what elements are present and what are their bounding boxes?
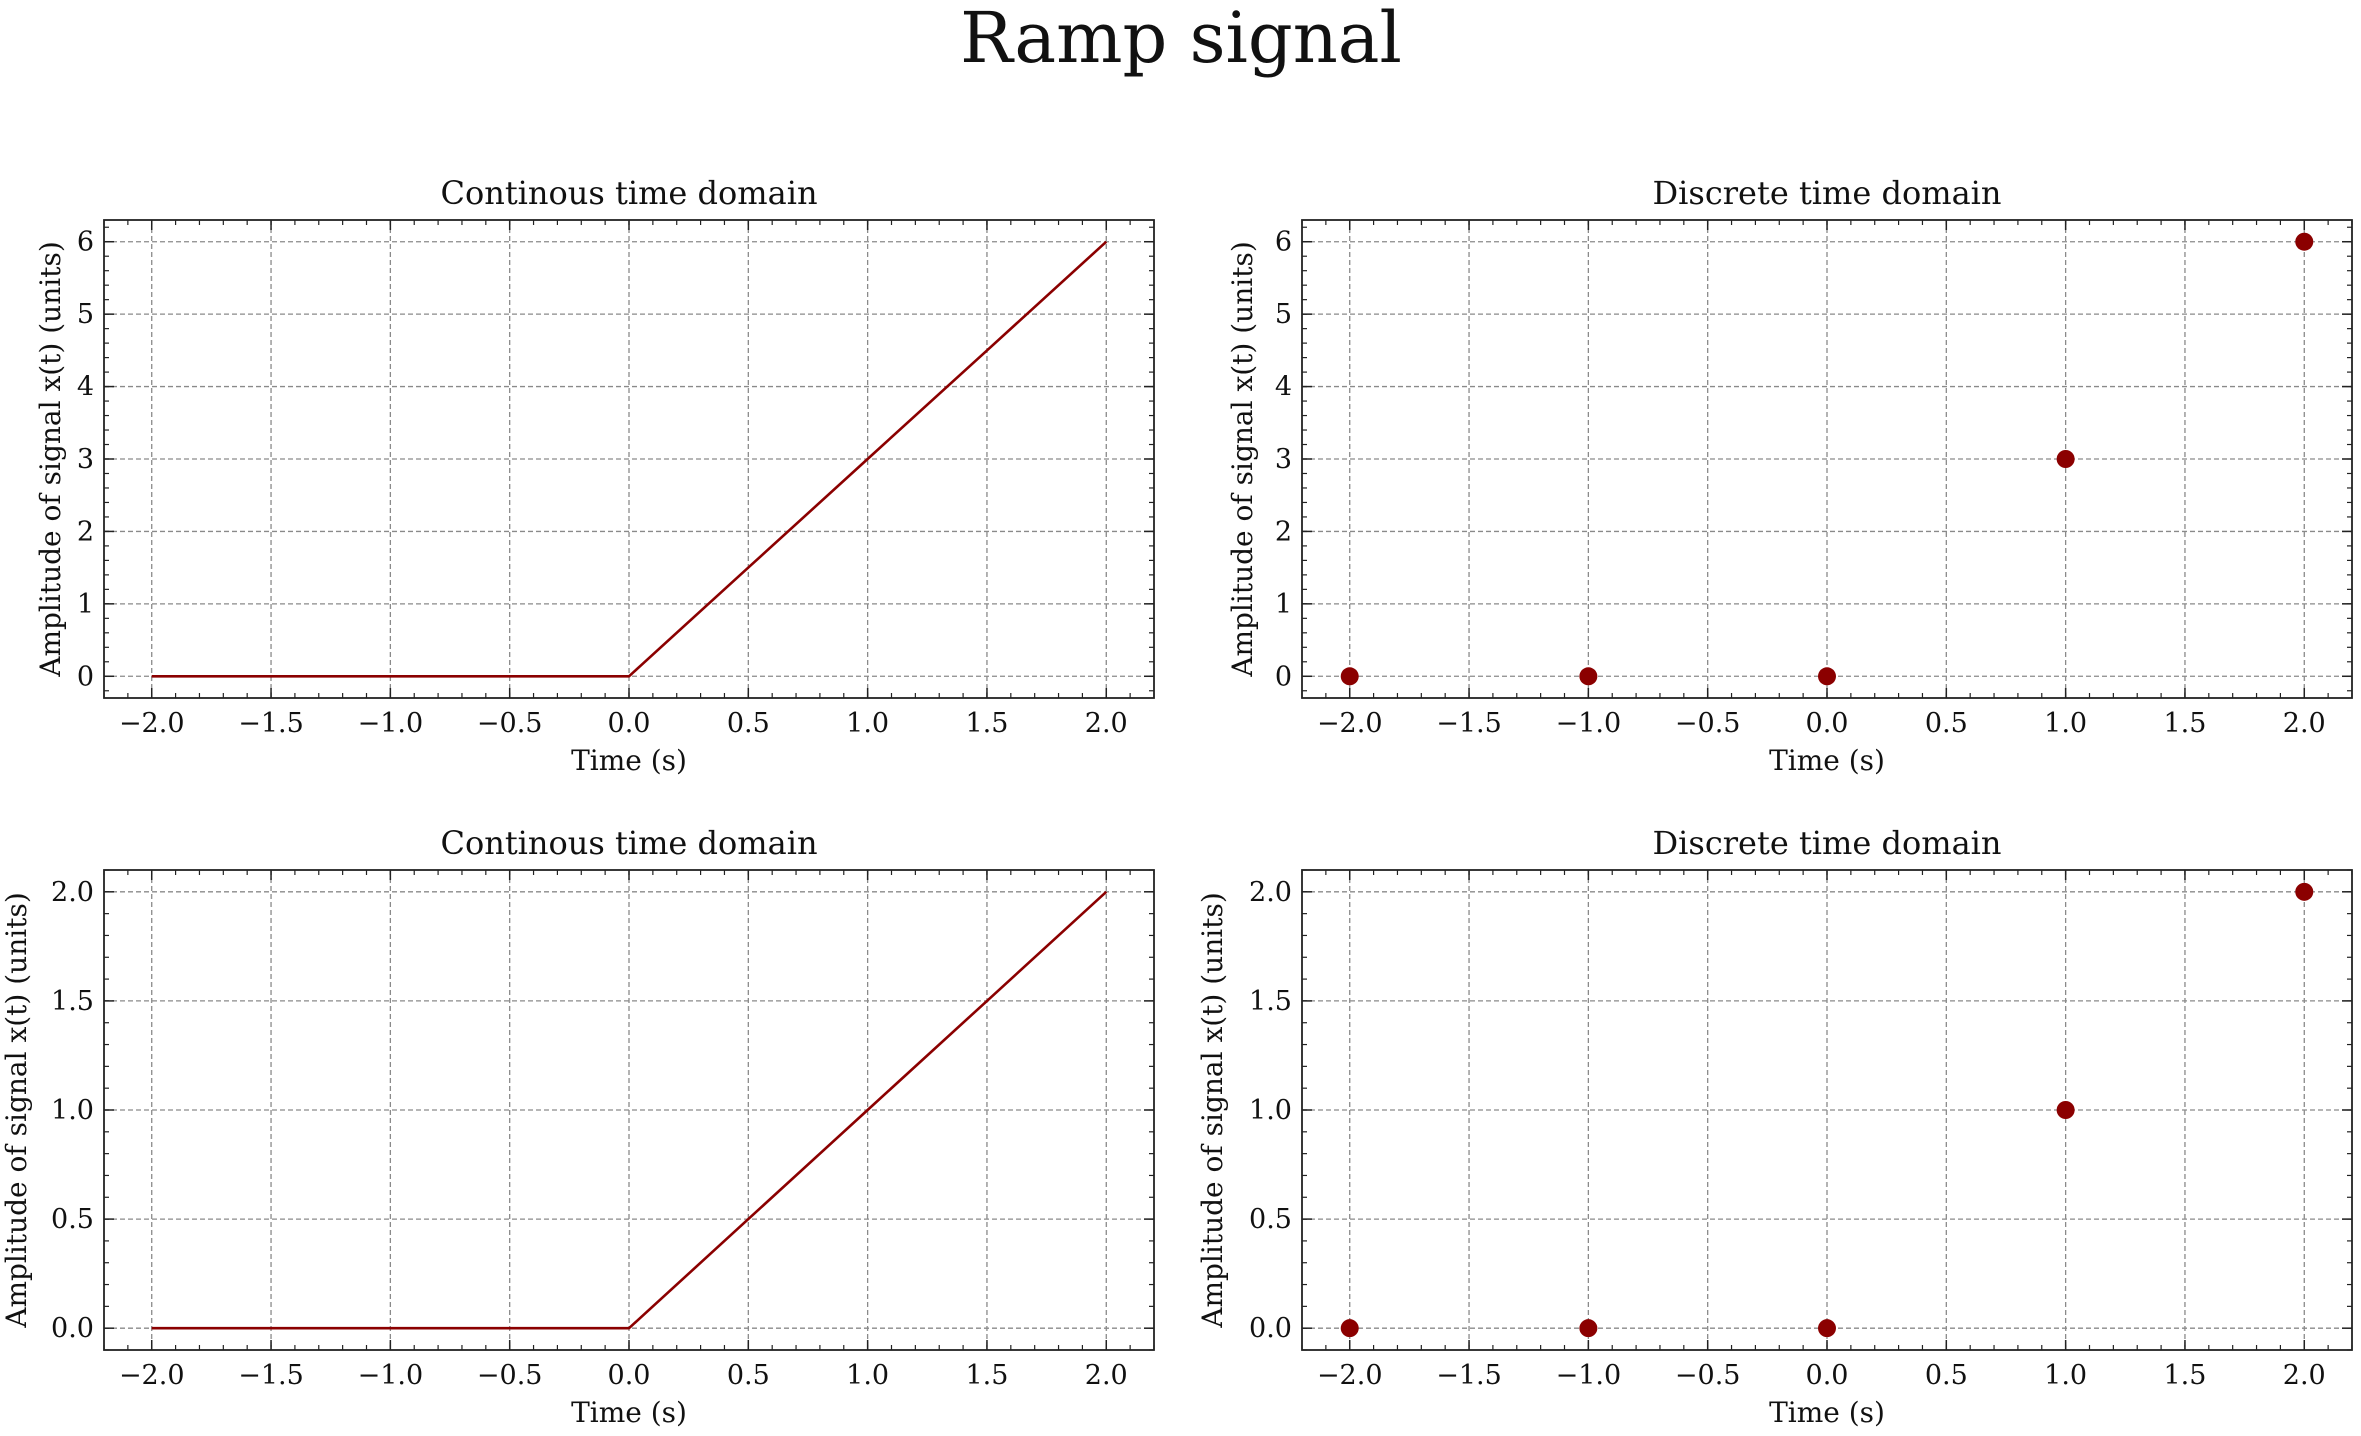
y-axis-label: Amplitude of signal x(t) (units) xyxy=(34,241,67,678)
x-axis-label: Time (s) xyxy=(1769,1396,1885,1429)
x-tick-label: −1.5 xyxy=(238,708,304,739)
x-tick-label: 1.0 xyxy=(846,708,889,739)
x-tick-label: −1.5 xyxy=(1436,708,1502,739)
y-tick-label: 4 xyxy=(1275,372,1292,403)
x-tick-label: 1.0 xyxy=(2044,708,2087,739)
subplot-3: −2.0 −1.5 −1.0 −0.5 0.0 0.5 1.0 1.5 2.0 0.0 0.5 1.0… xyxy=(0,824,1155,1429)
y-tick-label: 1.0 xyxy=(51,1095,94,1126)
y-tick-label: 6 xyxy=(1275,227,1292,258)
data-point xyxy=(2295,882,2314,901)
x-tick-label: −0.5 xyxy=(1675,708,1741,739)
x-tick-label: 1.5 xyxy=(2163,708,2206,739)
y-tick-label: 0.5 xyxy=(51,1204,94,1235)
x-tick-label: 2.0 xyxy=(1085,708,1128,739)
y-tick-label: 1 xyxy=(1275,589,1292,620)
y-tick-label: 0.0 xyxy=(51,1313,94,1344)
y-tick-label: 5 xyxy=(77,299,94,330)
x-tick-label: 0.0 xyxy=(1806,1360,1849,1391)
y-tick-label: 3 xyxy=(77,444,94,475)
x-tick-label: −2.0 xyxy=(1317,708,1383,739)
data-point xyxy=(2056,1101,2075,1119)
x-axis-label: Time (s) xyxy=(1769,744,1885,777)
data-point xyxy=(1818,1319,1836,1338)
y-axis-label: Amplitude of signal x(t) (units) xyxy=(1196,892,1229,1329)
x-tick-label: 1.5 xyxy=(965,1360,1008,1391)
axes-frame xyxy=(1301,869,2353,1351)
x-tick-label: −0.5 xyxy=(477,1360,543,1391)
subplot-1: −2.0 −1.5 −1.0 −0.5 0.0 0.5 1.0 1.5 2.0 0 1 2 3 4 5 6 Co… xyxy=(34,174,1155,777)
data-point xyxy=(1340,1319,1359,1338)
y-axis-label: Amplitude of signal x(t) (units) xyxy=(0,892,33,1329)
y-tick-label: 4 xyxy=(77,372,94,403)
data-point xyxy=(2056,450,2075,468)
y-tick-label: 0.0 xyxy=(1249,1313,1292,1344)
y-tick-label: 0 xyxy=(77,661,94,692)
x-tick-label: 0.0 xyxy=(608,708,651,739)
y-tick-label: 0 xyxy=(1275,661,1292,692)
y-tick-label: 1.5 xyxy=(1249,986,1292,1017)
y-tick-label: 1.0 xyxy=(1249,1095,1292,1126)
data-point xyxy=(2295,232,2314,251)
x-tick-label: −1.0 xyxy=(358,708,424,739)
x-tick-label: 0.5 xyxy=(727,708,770,739)
y-tick-label: 1.5 xyxy=(51,986,94,1017)
series-line xyxy=(151,890,1108,1330)
x-tick-label: 2.0 xyxy=(2283,1360,2326,1391)
y-tick-label: 1 xyxy=(77,589,94,620)
data-point xyxy=(1579,667,1598,686)
x-tick-label: −1.5 xyxy=(1436,1360,1502,1391)
x-tick-label: −1.0 xyxy=(358,1360,424,1391)
x-tick-label: −0.5 xyxy=(1675,1360,1741,1391)
y-tick-label: 6 xyxy=(77,227,94,258)
series-line xyxy=(151,240,1108,678)
subplot-title: Discrete time domain xyxy=(1653,174,2002,212)
x-tick-label: −1.0 xyxy=(1556,1360,1622,1391)
y-tick-label: 2 xyxy=(77,516,94,547)
x-axis-label: Time (s) xyxy=(571,744,687,777)
subplot-title: Continous time domain xyxy=(440,824,817,862)
x-tick-label: 0.5 xyxy=(1925,1360,1968,1391)
y-tick-label: 0.5 xyxy=(1249,1204,1292,1235)
y-tick-label: 3 xyxy=(1275,444,1292,475)
x-tick-label: −2.0 xyxy=(119,1360,185,1391)
y-axis-label: Amplitude of signal x(t) (units) xyxy=(1226,241,1259,678)
x-tick-label: −2.0 xyxy=(1317,1360,1383,1391)
x-tick-label: 0.5 xyxy=(1925,708,1968,739)
data-point xyxy=(1818,667,1836,686)
x-tick-label: −1.0 xyxy=(1556,708,1622,739)
x-tick-label: 2.0 xyxy=(2283,708,2326,739)
x-tick-label: 1.5 xyxy=(965,708,1008,739)
data-point xyxy=(1340,667,1359,686)
x-tick-label: 1.0 xyxy=(846,1360,889,1391)
subplot-2: −2.0 −1.5 −1.0 −0.5 0.0 0.5 1.0 1.5 2.0 0 1 2 3 4 5 6 Di… xyxy=(1226,174,2353,777)
subplot-grid: −2.0 −1.5 −1.0 −0.5 0.0 0.5 1.0 1.5 2.0 0 1 2 3 4 5 6 Co… xyxy=(0,174,2353,1429)
subplot-4: −2.0 −1.5 −1.0 −0.5 0.0 0.5 1.0 1.5 2.0 0.0 0.5 1.0… xyxy=(1196,824,2353,1429)
axes-frame xyxy=(1301,219,2353,699)
x-axis-label: Time (s) xyxy=(571,1396,687,1429)
subplot-title: Discrete time domain xyxy=(1653,824,2002,862)
x-tick-label: −0.5 xyxy=(477,708,543,739)
subplot-title: Continous time domain xyxy=(440,174,817,212)
x-tick-label: 0.0 xyxy=(1806,708,1849,739)
data-point xyxy=(1579,1319,1598,1338)
x-tick-label: 2.0 xyxy=(1085,1360,1128,1391)
x-tick-label: 1.5 xyxy=(2163,1360,2206,1391)
x-tick-label: 1.0 xyxy=(2044,1360,2087,1391)
axes-frame xyxy=(103,869,1155,1351)
y-tick-label: 5 xyxy=(1275,299,1292,330)
y-tick-label: 2 xyxy=(1275,516,1292,547)
axes-frame xyxy=(103,219,1155,699)
x-tick-label: 0.5 xyxy=(727,1360,770,1391)
x-tick-label: −1.5 xyxy=(238,1360,304,1391)
x-tick-label: 0.0 xyxy=(608,1360,651,1391)
y-tick-label: 2.0 xyxy=(51,877,94,908)
figure-suptitle: Ramp signal xyxy=(960,0,1402,79)
y-tick-label: 2.0 xyxy=(1249,877,1292,908)
x-tick-label: −2.0 xyxy=(119,708,185,739)
